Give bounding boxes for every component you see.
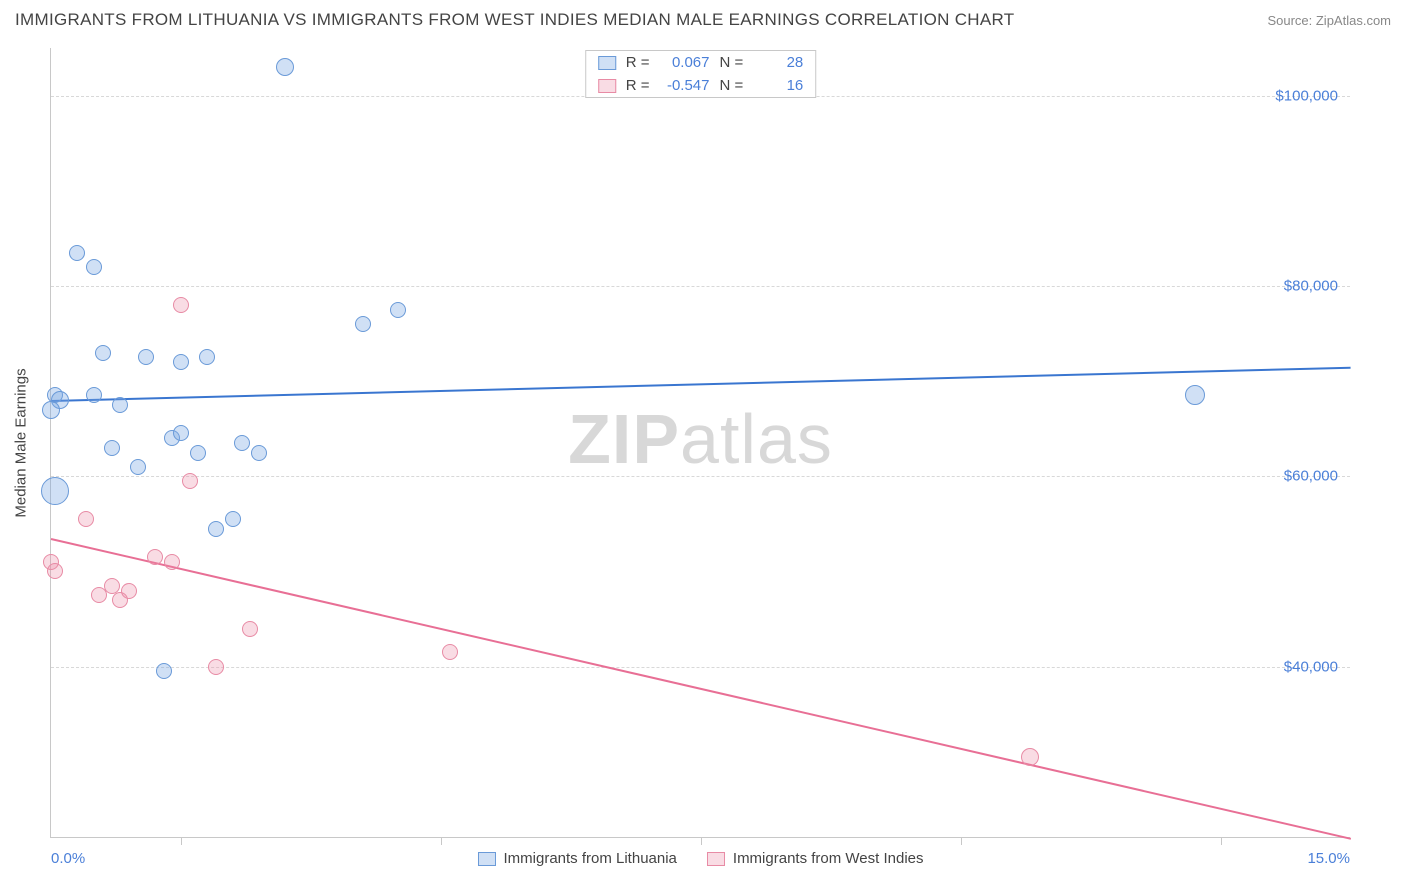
trend-line-a bbox=[51, 367, 1351, 402]
grid-line bbox=[51, 286, 1350, 287]
x-tick bbox=[1221, 837, 1222, 845]
n-value-west-indies: 16 bbox=[753, 77, 803, 94]
n-value-lithuania: 28 bbox=[753, 54, 803, 71]
r-label: R = bbox=[626, 54, 650, 71]
data-point bbox=[182, 473, 198, 489]
trend-line-b bbox=[51, 538, 1351, 840]
watermark: ZIPatlas bbox=[568, 399, 833, 479]
legend-row-west-indies: R = -0.547 N = 16 bbox=[586, 74, 816, 97]
data-point bbox=[199, 349, 215, 365]
r-value-west-indies: -0.547 bbox=[660, 77, 710, 94]
data-point bbox=[69, 245, 85, 261]
x-axis-min-label: 0.0% bbox=[51, 850, 85, 867]
data-point bbox=[164, 554, 180, 570]
x-axis-max-label: 15.0% bbox=[1307, 850, 1350, 867]
data-point bbox=[173, 297, 189, 313]
grid-line bbox=[51, 476, 1350, 477]
data-point bbox=[173, 425, 189, 441]
legend-row-lithuania: R = 0.067 N = 28 bbox=[586, 51, 816, 74]
data-point bbox=[156, 663, 172, 679]
data-point bbox=[86, 387, 102, 403]
y-tick-label: $100,000 bbox=[1275, 87, 1338, 104]
data-point bbox=[442, 644, 458, 660]
plot-area: Median Male Earnings ZIPatlas R = 0.067 … bbox=[50, 48, 1350, 838]
x-tick bbox=[961, 837, 962, 845]
swatch-lithuania bbox=[598, 56, 616, 70]
data-point bbox=[276, 58, 294, 76]
y-tick-label: $60,000 bbox=[1284, 468, 1338, 485]
x-tick bbox=[441, 837, 442, 845]
data-point bbox=[147, 549, 163, 565]
data-point bbox=[251, 445, 267, 461]
series-legend: Immigrants from Lithuania Immigrants fro… bbox=[477, 850, 923, 867]
data-point bbox=[112, 397, 128, 413]
data-point bbox=[173, 354, 189, 370]
swatch-lithuania-icon bbox=[477, 852, 495, 866]
data-point bbox=[355, 316, 371, 332]
x-tick bbox=[701, 837, 702, 845]
r-label: R = bbox=[626, 77, 650, 94]
legend-item-west-indies: Immigrants from West Indies bbox=[707, 850, 924, 867]
data-point bbox=[242, 621, 258, 637]
r-value-lithuania: 0.067 bbox=[660, 54, 710, 71]
data-point bbox=[190, 445, 206, 461]
data-point bbox=[1021, 748, 1039, 766]
chart-title: IMMIGRANTS FROM LITHUANIA VS IMMIGRANTS … bbox=[15, 10, 1014, 30]
legend-label-lithuania: Immigrants from Lithuania bbox=[503, 850, 676, 867]
n-label: N = bbox=[720, 77, 744, 94]
data-point bbox=[41, 477, 69, 505]
source-label: Source: ZipAtlas.com bbox=[1267, 13, 1391, 28]
data-point bbox=[208, 521, 224, 537]
data-point bbox=[208, 659, 224, 675]
grid-line bbox=[51, 667, 1350, 668]
swatch-west-indies-icon bbox=[707, 852, 725, 866]
y-tick-label: $80,000 bbox=[1284, 277, 1338, 294]
data-point bbox=[42, 401, 60, 419]
x-tick bbox=[181, 837, 182, 845]
n-label: N = bbox=[720, 54, 744, 71]
correlation-legend: R = 0.067 N = 28 R = -0.547 N = 16 bbox=[585, 50, 817, 98]
legend-label-west-indies: Immigrants from West Indies bbox=[733, 850, 924, 867]
data-point bbox=[86, 259, 102, 275]
data-point bbox=[138, 349, 154, 365]
data-point bbox=[78, 511, 94, 527]
legend-item-lithuania: Immigrants from Lithuania bbox=[477, 850, 676, 867]
data-point bbox=[95, 345, 111, 361]
data-point bbox=[47, 563, 63, 579]
y-axis-title: Median Male Earnings bbox=[13, 368, 30, 517]
data-point bbox=[390, 302, 406, 318]
data-point bbox=[104, 440, 120, 456]
swatch-west-indies bbox=[598, 79, 616, 93]
data-point bbox=[1185, 385, 1205, 405]
data-point bbox=[225, 511, 241, 527]
y-tick-label: $40,000 bbox=[1284, 658, 1338, 675]
data-point bbox=[121, 583, 137, 599]
data-point bbox=[130, 459, 146, 475]
data-point bbox=[234, 435, 250, 451]
